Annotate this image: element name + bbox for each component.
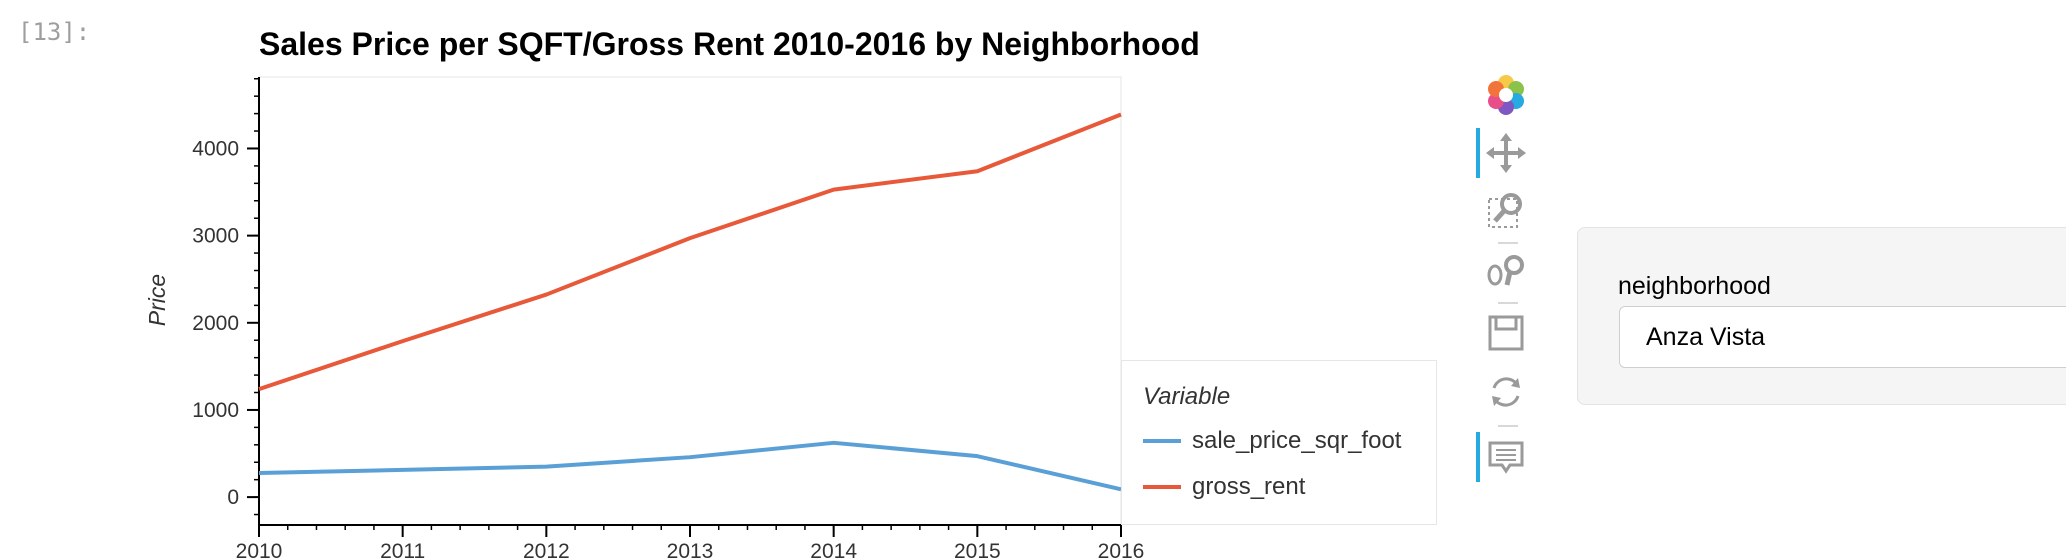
legend-swatch (1143, 485, 1181, 489)
y-tick-label: 4000 (192, 137, 239, 160)
reset-icon[interactable] (1474, 367, 1538, 417)
widget-panel: neighborhood Anza Vista (1577, 227, 2066, 405)
y-tick-label: 3000 (192, 225, 239, 248)
line-chart[interactable]: 0 1000 2000 3000 4000 2010 2011 2012 2013 2014 201… (0, 0, 1470, 558)
save-icon[interactable] (1474, 308, 1538, 358)
y-tick-label: 1000 (192, 399, 239, 422)
hover-icon[interactable] (1474, 432, 1538, 482)
y-axis-label: Price (144, 274, 170, 326)
legend-swatch (1143, 439, 1181, 443)
neighborhood-label: neighborhood (1618, 272, 1771, 300)
cell-prompt: [13]: (18, 18, 91, 46)
chart-toolbar (1474, 70, 1538, 500)
x-tick-label: 2016 (1098, 540, 1145, 558)
legend-item-sale-price[interactable]: sale_price_sqr_foot (1143, 426, 1401, 456)
neighborhood-selected-value: Anza Vista (1646, 322, 1766, 351)
bokeh-logo-icon[interactable] (1474, 70, 1538, 120)
toolbar-separator (1498, 425, 1518, 427)
x-tick-label: 2014 (810, 540, 857, 558)
legend-label: gross_rent (1192, 473, 1306, 500)
chart-legend: Variable sale_price_sqr_foot gross_rent (1121, 360, 1437, 525)
x-tick-label: 2015 (954, 540, 1001, 558)
x-tick-label: 2011 (380, 540, 425, 558)
legend-item-gross-rent[interactable]: gross_rent (1143, 472, 1305, 502)
legend-title: Variable (1143, 383, 1231, 410)
wheel-zoom-icon[interactable] (1474, 246, 1538, 296)
plot-area[interactable] (258, 76, 1122, 526)
toolbar-separator (1498, 302, 1518, 304)
series-line-sale-price-sqr-foot[interactable] (258, 440, 1122, 492)
y-tick-label: 0 (227, 486, 239, 509)
series-line-gross-rent[interactable] (258, 112, 1122, 392)
x-tick-label: 2013 (667, 540, 714, 558)
x-tick-label: 2010 (236, 540, 283, 558)
chart-title: Sales Price per SQFT/Gross Rent 2010-201… (259, 26, 1200, 62)
legend-label: sale_price_sqr_foot (1192, 427, 1402, 454)
pan-icon[interactable] (1474, 128, 1538, 178)
box-zoom-icon[interactable] (1474, 185, 1538, 235)
neighborhood-select[interactable]: Anza Vista (1619, 306, 2066, 368)
y-tick-label: 2000 (192, 312, 239, 335)
x-tick-label: 2012 (523, 540, 570, 558)
toolbar-separator (1498, 242, 1518, 244)
